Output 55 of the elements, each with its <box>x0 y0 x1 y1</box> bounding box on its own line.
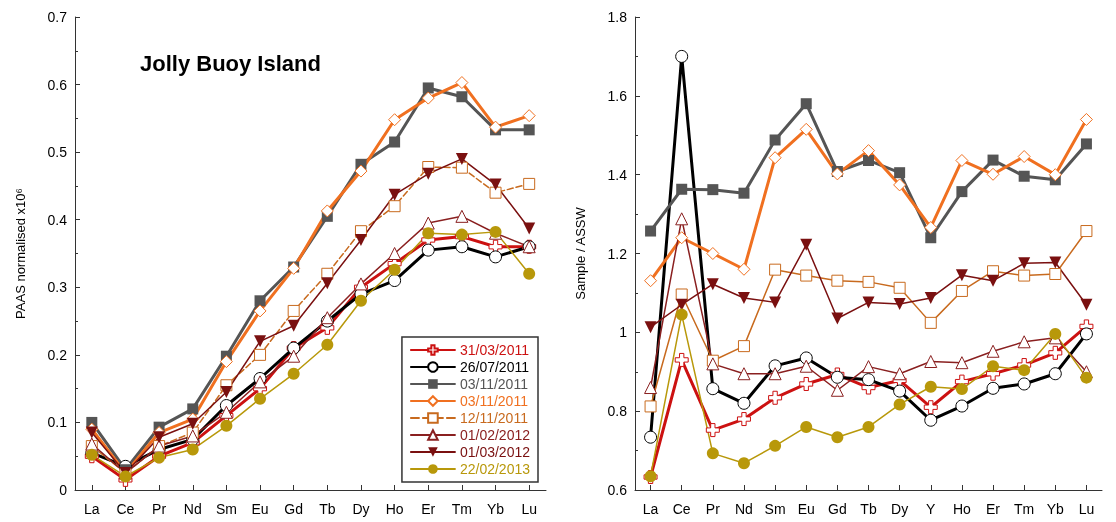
legend-label: 01/02/2012 <box>459 427 531 443</box>
x-tick-label: Tm <box>451 501 472 517</box>
legend-label: 12/11/2011 <box>459 410 529 426</box>
legend-label: 22/02/2013 <box>459 461 531 477</box>
y-tick-label: 0.2 <box>47 346 68 363</box>
y-tick-label: 0.5 <box>47 144 68 161</box>
y-axis-title: PAAS normalised x10⁶ <box>13 188 28 319</box>
x-tick-label: La <box>642 501 659 517</box>
x-tick-label: Tb <box>319 501 336 517</box>
x-tick-label: La <box>84 501 100 517</box>
x-tick-label: Ce <box>672 501 691 517</box>
x-tick-label: Yb <box>486 501 505 517</box>
y-tick-label: 1.4 <box>607 166 628 183</box>
x-tick-label: Sm <box>215 501 237 517</box>
x-tick-label: Lu <box>1078 501 1095 517</box>
x-tick-label: Gd <box>284 501 304 517</box>
x-tick-label: Yb <box>1046 501 1065 517</box>
x-tick-label: Y <box>926 501 937 517</box>
y-tick-label: 1.8 <box>607 9 628 25</box>
y-tick-label: 0.1 <box>47 414 68 431</box>
legend-label: 26/07/2011 <box>459 359 530 375</box>
x-tick-label: Ho <box>385 501 404 517</box>
y-tick-label: 0.7 <box>47 9 68 25</box>
legend-label: 01/03/2012 <box>459 444 531 460</box>
x-tick-label: Eu <box>251 501 269 517</box>
y-tick-label: 0.6 <box>607 482 628 498</box>
y-tick-label: 1.6 <box>607 87 628 104</box>
x-tick-label: Ce <box>116 501 135 517</box>
x-tick-label: Ho <box>952 501 972 517</box>
x-tick-label: Gd <box>828 501 847 517</box>
x-tick-label: Sm <box>764 501 786 517</box>
y-tick-label: 0.8 <box>607 403 628 420</box>
x-tick-label: Tm <box>1014 501 1035 517</box>
x-tick-label: Er <box>986 501 1001 517</box>
x-tick-label: Pr <box>705 501 721 517</box>
y-axis-title: Sample / ASSW <box>573 206 588 300</box>
y-tick-label: 0.6 <box>47 76 68 93</box>
y-tick-label: 0 <box>59 482 68 498</box>
legend-label: 31/03/2011 <box>459 342 530 358</box>
x-tick-label: Eu <box>797 501 815 517</box>
y-tick-label: 1.2 <box>607 245 628 262</box>
x-tick-label: Er <box>421 501 436 517</box>
legend-label: 03/11/2011 <box>459 376 529 392</box>
y-tick-label: 0.3 <box>47 279 68 296</box>
x-tick-label: Tb <box>860 501 877 517</box>
text: Jolly Buoy Island <box>140 50 321 76</box>
x-tick-label: Nd <box>183 501 202 517</box>
x-tick-label: Pr <box>152 501 167 517</box>
x-tick-label: Nd <box>735 501 753 517</box>
y-tick-label: 1 <box>619 324 628 341</box>
x-tick-label: Dy <box>352 501 370 517</box>
y-tick-label: 0.4 <box>47 211 68 228</box>
x-tick-label: Dy <box>891 501 909 517</box>
legend-label: 03/11/2011 <box>459 393 529 409</box>
x-tick-label: Lu <box>521 501 537 517</box>
